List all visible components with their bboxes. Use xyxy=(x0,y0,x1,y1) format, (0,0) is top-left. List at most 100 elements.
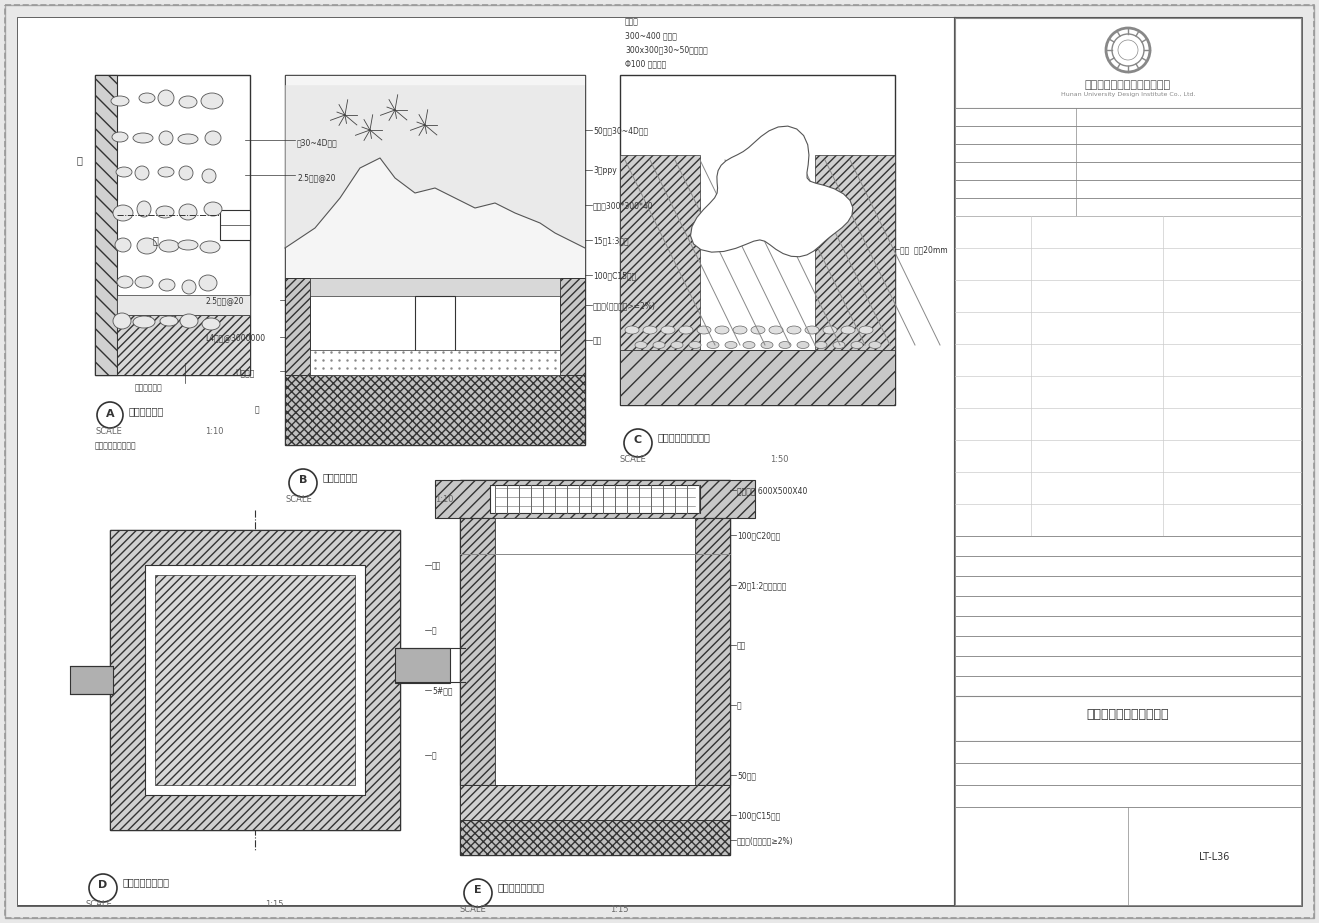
Text: 碎30~4D粒径: 碎30~4D粒径 xyxy=(297,138,338,147)
Text: 雨水沟沙井剥面图: 雨水沟沙井剥面图 xyxy=(499,882,545,892)
Ellipse shape xyxy=(851,342,863,349)
Bar xyxy=(70,666,113,694)
Ellipse shape xyxy=(815,342,827,349)
Text: 管: 管 xyxy=(255,405,260,414)
Text: 填土: 填土 xyxy=(594,336,603,345)
Bar xyxy=(285,375,586,445)
Ellipse shape xyxy=(115,238,131,252)
Bar xyxy=(145,565,365,795)
Ellipse shape xyxy=(805,326,819,334)
Text: Φ100 碎石垫层: Φ100 碎石垫层 xyxy=(625,59,666,68)
Bar xyxy=(955,108,1301,126)
Bar xyxy=(955,126,1301,144)
Bar xyxy=(285,278,310,445)
Text: L4角钢@3000000: L4角钢@3000000 xyxy=(204,333,265,342)
Ellipse shape xyxy=(113,313,131,329)
Bar xyxy=(117,295,251,315)
Text: C: C xyxy=(634,435,642,445)
Bar xyxy=(285,75,586,278)
Ellipse shape xyxy=(696,326,711,334)
Bar xyxy=(955,556,1301,576)
Bar xyxy=(460,820,729,855)
Bar xyxy=(955,763,1301,785)
Bar xyxy=(955,636,1301,656)
Text: 填板: 填板 xyxy=(737,641,747,650)
Text: 排水沟断面图: 排水沟断面图 xyxy=(129,406,165,416)
Text: 排水沟及沉沙井施工详图: 排水沟及沉沙井施工详图 xyxy=(1087,708,1169,721)
Bar xyxy=(620,350,896,405)
Ellipse shape xyxy=(204,202,222,216)
Ellipse shape xyxy=(707,342,719,349)
Ellipse shape xyxy=(158,167,174,177)
Ellipse shape xyxy=(160,279,175,291)
Bar xyxy=(955,741,1301,763)
Polygon shape xyxy=(691,126,853,257)
Text: SCALE: SCALE xyxy=(95,427,121,436)
Text: SCALE: SCALE xyxy=(460,905,487,914)
Text: 草坪层: 草坪层 xyxy=(625,17,638,26)
Bar xyxy=(955,18,1301,108)
Ellipse shape xyxy=(182,280,197,294)
Ellipse shape xyxy=(202,318,220,330)
Bar xyxy=(310,278,561,296)
Text: 过滤板300*300*40: 过滤板300*300*40 xyxy=(594,201,654,210)
Bar xyxy=(495,518,695,785)
Text: 3厚ppy: 3厚ppy xyxy=(594,166,617,175)
Text: 土渠开式排水断面图: 土渠开式排水断面图 xyxy=(658,432,711,442)
Circle shape xyxy=(88,874,117,902)
Text: 预制楼板 600X500X40: 预制楼板 600X500X40 xyxy=(737,486,807,495)
Bar xyxy=(489,485,700,513)
Bar xyxy=(561,278,586,445)
Bar xyxy=(285,75,586,445)
Text: 雨水沟沙井平面图: 雨水沟沙井平面图 xyxy=(123,877,170,887)
Text: 300x300配30~50卵石垫底: 300x300配30~50卵石垫底 xyxy=(625,45,708,54)
Bar xyxy=(955,656,1301,676)
Ellipse shape xyxy=(869,342,881,349)
Text: SCALE: SCALE xyxy=(84,900,112,909)
Text: 土工布(渗透系数≥2%): 土工布(渗透系数≥2%) xyxy=(737,836,794,845)
Text: 15厚1:3砂浆: 15厚1:3砂浆 xyxy=(594,236,629,245)
Bar xyxy=(955,616,1301,636)
Ellipse shape xyxy=(133,133,153,143)
Text: 迷草  缝宽20mm: 迷草 缝宽20mm xyxy=(900,245,947,254)
Ellipse shape xyxy=(634,342,648,349)
Ellipse shape xyxy=(733,326,747,334)
Bar xyxy=(955,216,1301,536)
Bar xyxy=(955,785,1301,807)
Ellipse shape xyxy=(178,134,198,144)
Ellipse shape xyxy=(160,131,173,145)
Ellipse shape xyxy=(200,93,223,109)
Bar xyxy=(695,518,729,785)
Bar xyxy=(460,518,495,785)
Bar xyxy=(955,198,1301,216)
Bar xyxy=(109,530,400,830)
Text: D: D xyxy=(99,880,108,890)
Text: 50角钢: 50角钢 xyxy=(737,771,756,780)
Bar xyxy=(955,536,1301,556)
Text: 20厚1:2砂浆抹光面: 20厚1:2砂浆抹光面 xyxy=(737,581,786,590)
Text: SCALE: SCALE xyxy=(285,495,311,504)
Text: 5#角钢: 5#角钢 xyxy=(433,686,452,695)
Text: 管: 管 xyxy=(737,701,741,710)
Bar xyxy=(955,696,1301,741)
Text: LT-L36: LT-L36 xyxy=(1199,852,1229,862)
Bar xyxy=(620,155,700,350)
Text: A: A xyxy=(106,409,115,419)
Bar xyxy=(95,75,117,375)
Bar xyxy=(955,576,1301,596)
Text: 50钢筋30~4D碎石: 50钢筋30~4D碎石 xyxy=(594,126,648,135)
Text: 100厚C15垫土: 100厚C15垫土 xyxy=(594,271,636,280)
Circle shape xyxy=(624,429,652,457)
Ellipse shape xyxy=(160,316,178,326)
Text: B: B xyxy=(299,475,307,485)
Bar xyxy=(220,210,251,240)
Text: 1:15: 1:15 xyxy=(265,900,284,909)
Ellipse shape xyxy=(135,166,149,180)
Ellipse shape xyxy=(156,206,174,218)
Ellipse shape xyxy=(200,241,220,253)
Bar xyxy=(109,530,400,830)
Bar xyxy=(117,315,251,375)
Circle shape xyxy=(464,879,492,907)
Text: 管: 管 xyxy=(433,751,437,760)
Ellipse shape xyxy=(178,240,198,250)
